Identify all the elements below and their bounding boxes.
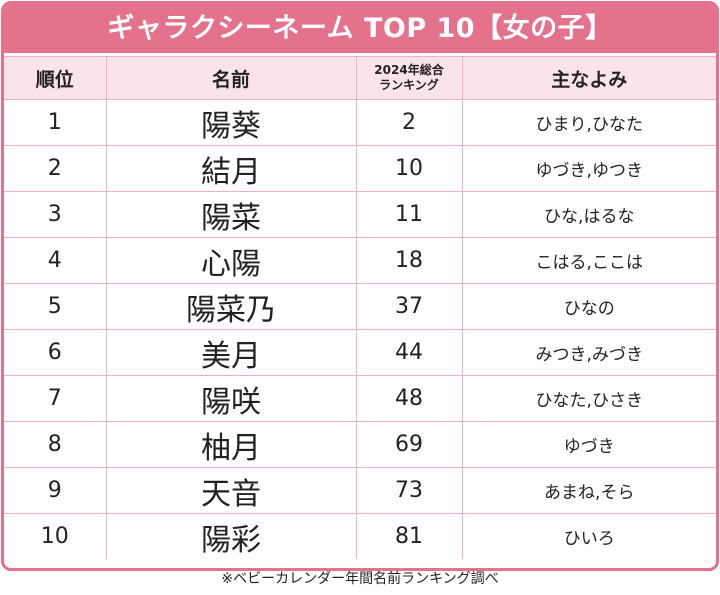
name-cell: 柚月 <box>105 421 357 468</box>
rank-cell: 6 <box>4 329 107 376</box>
ranking-cell: 11 <box>355 191 463 238</box>
rank-cell: 4 <box>4 237 107 284</box>
name-cell: 陽葵 <box>105 99 357 146</box>
reading-cell: みつき,みづき <box>461 329 716 376</box>
table-row: 7 陽咲 48 ひなた,ひさき <box>4 375 716 422</box>
ranking-cell: 81 <box>355 513 463 559</box>
name-cell: 美月 <box>105 329 357 376</box>
header-row: 順位 名前 2024年総合 ランキング 主なよみ <box>4 56 716 100</box>
ranking-cell: 2 <box>355 99 463 146</box>
ranking-cell: 73 <box>355 467 463 514</box>
table-row: 9 天音 73 あまね,そら <box>4 467 716 514</box>
reading-cell: ひなた,ひさき <box>461 375 716 422</box>
table-row: 1 陽葵 2 ひまり,ひなた <box>4 99 716 146</box>
footnote: ※ベビーカレンダー年間名前ランキング調べ <box>221 571 499 587</box>
reading-cell: ゆづき <box>461 421 716 468</box>
reading-cell: ひいろ <box>461 513 716 559</box>
title-bar: ギャラクシーネーム TOP 10【女の子】 <box>4 4 716 53</box>
name-cell: 陽菜 <box>105 191 357 238</box>
table-body: 1 陽葵 2 ひまり,ひなた 2 結月 10 ゆづき,ゆつき 3 陽菜 11 ひな,はるな 4 心陽 18 こ… <box>4 99 716 559</box>
name-cell: 天音 <box>105 467 357 514</box>
rank-cell: 10 <box>4 513 107 559</box>
rank-cell: 3 <box>4 191 107 238</box>
table-row: 2 結月 10 ゆづき,ゆつき <box>4 145 716 192</box>
table-row: 3 陽菜 11 ひな,はるな <box>4 191 716 238</box>
header-line: 2024年総合 <box>374 63 444 77</box>
reading-cell: こはる,ここは <box>461 237 716 284</box>
rank-cell: 7 <box>4 375 107 422</box>
rank-cell: 2 <box>4 145 107 192</box>
header-cell: 2024年総合 ランキング <box>355 56 463 100</box>
ranking-cell: 10 <box>355 145 463 192</box>
table-row: 8 柚月 69 ゆづき <box>4 421 716 468</box>
header-cell: 順位 <box>4 56 107 100</box>
table-row: 5 陽菜乃 37 ひなの <box>4 283 716 330</box>
reading-cell: ひなの <box>461 283 716 330</box>
header-cell: 名前 <box>105 56 357 100</box>
header-cell: 主なよみ <box>461 56 716 100</box>
reading-cell: あまね,そら <box>461 467 716 514</box>
ranking-cell: 69 <box>355 421 463 468</box>
name-cell: 陽菜乃 <box>105 283 357 330</box>
name-cell: 結月 <box>105 145 357 192</box>
header-line: ランキング <box>379 78 439 92</box>
table-row: 6 美月 44 みつき,みづき <box>4 329 716 376</box>
ranking-cell: 37 <box>355 283 463 330</box>
table-row: 10 陽彩 81 ひいろ <box>4 513 716 559</box>
rank-cell: 1 <box>4 99 107 146</box>
ranking-table: 順位 名前 2024年総合 ランキング 主なよみ 1 陽葵 2 ひまり,ひなた 2 結月 10 ゆづき… <box>4 56 716 559</box>
name-cell: 陽彩 <box>105 513 357 559</box>
reading-cell: ひな,はるな <box>461 191 716 238</box>
ranking-cell: 48 <box>355 375 463 422</box>
name-cell: 心陽 <box>105 237 357 284</box>
rank-cell: 5 <box>4 283 107 330</box>
reading-cell: ゆづき,ゆつき <box>461 145 716 192</box>
rank-cell: 8 <box>4 421 107 468</box>
rank-cell: 9 <box>4 467 107 514</box>
ranking-cell: 18 <box>355 237 463 284</box>
ranking-cell: 44 <box>355 329 463 376</box>
table-row: 4 心陽 18 こはる,ここは <box>4 237 716 284</box>
card: ギャラクシーネーム TOP 10【女の子】 順位 名前 2024年総合 ランキング 主な… <box>1 1 719 571</box>
reading-cell: ひまり,ひなた <box>461 99 716 146</box>
name-cell: 陽咲 <box>105 375 357 422</box>
